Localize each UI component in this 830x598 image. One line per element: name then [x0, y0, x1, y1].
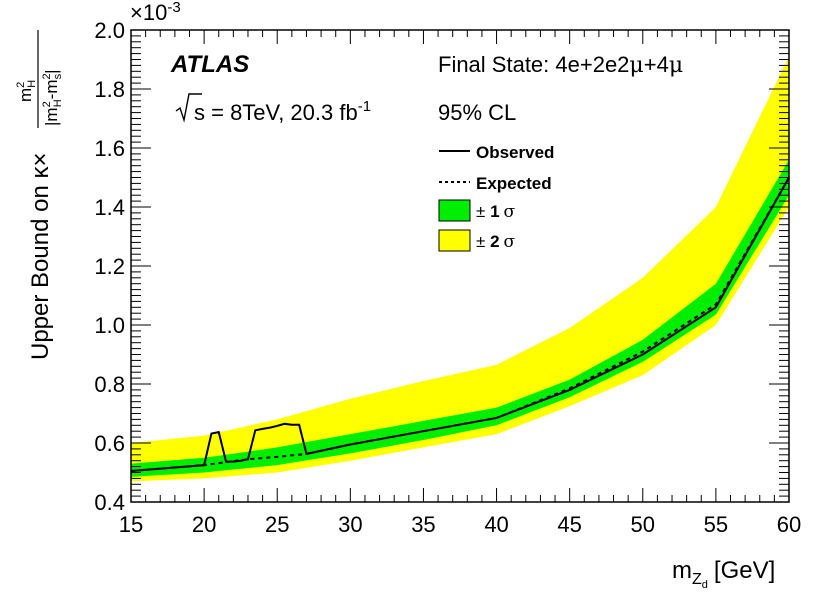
y-tick-label: 0.8 [94, 372, 125, 397]
y-tick-label: 1.2 [94, 254, 125, 279]
legend-sigma1-swatch [438, 199, 471, 222]
legend-sigma2-swatch [438, 229, 471, 252]
x-tick-label: 50 [631, 512, 655, 537]
energy-lumi-label: s = 8TeV, 20.3 fb-1 [175, 93, 371, 125]
y-tick-label: 0.6 [94, 431, 125, 456]
sqrt-icon [175, 93, 202, 123]
y-axis-fraction-denominator: |m2H-m2s| [41, 69, 64, 126]
uncertainty-bands [131, 56, 789, 482]
x-tick-label: 60 [777, 512, 801, 537]
energy-lumi-text: s = 8TeV, 20.3 fb-1 [194, 98, 371, 125]
y-axis-title: Upper Bound on κ× m2H |m2H-m2s| [15, 30, 64, 360]
x-tick-label: 40 [484, 512, 508, 537]
x-tick-label: 35 [411, 512, 435, 537]
experiment-label: ATLAS [170, 51, 249, 78]
y-tick-label: 1.8 [94, 77, 125, 102]
y-tick-label: 1.0 [94, 313, 125, 338]
expected-line [130, 177, 790, 473]
y-exponent-label: ×10-3 [130, 0, 181, 25]
x-tick-label: 55 [704, 512, 728, 537]
y-tick-label: 2.0 [94, 18, 125, 43]
cl-label: 95% CL [438, 100, 516, 125]
legend-expected-label: Expected [476, 174, 552, 193]
x-axis-title: mZd[GeV] [672, 557, 775, 591]
legend-observed-label: Observed [476, 143, 554, 162]
x-tick-label: 15 [119, 512, 143, 537]
sigma2-band [131, 56, 789, 482]
y-tick-label: 1.6 [94, 136, 125, 161]
final-state-label: Final State: 4e+2e2μ+4μ [438, 52, 683, 78]
y-tick-label: 1.4 [94, 195, 125, 220]
tick-labels: 15 20 25 30 35 40 45 50 55 60 0.4 0.6 0.8 1.0 1.2 1.4 1.… [94, 18, 801, 537]
x-tick-label: 20 [192, 512, 216, 537]
y-axis-title-prefix: Upper Bound on κ× [27, 153, 54, 360]
x-tick-label: 25 [265, 512, 289, 537]
y-axis-fraction-numerator: m2H [15, 80, 38, 102]
limit-curves [130, 177, 790, 473]
x-tick-label: 30 [338, 512, 362, 537]
y-tick-label: 0.4 [94, 490, 125, 515]
axis-ticks [130, 29, 790, 503]
x-tick-label: 45 [557, 512, 581, 537]
